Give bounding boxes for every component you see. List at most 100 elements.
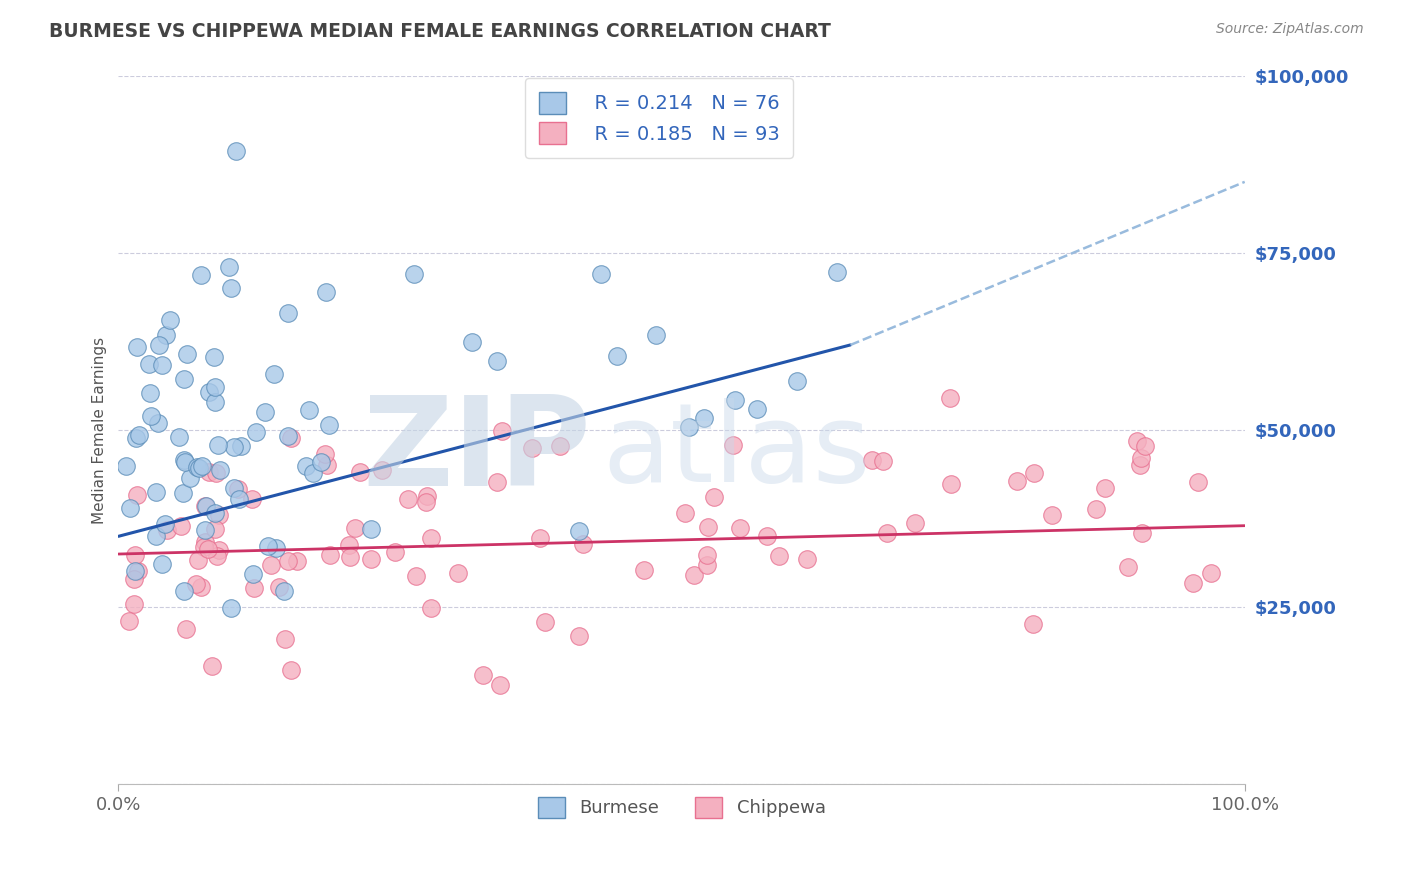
Point bbox=[207, 549, 229, 563]
Point bbox=[1007, 474, 1029, 488]
Point bbox=[173, 455, 195, 469]
Point bbox=[204, 506, 226, 520]
Point bbox=[273, 584, 295, 599]
Point bbox=[128, 427, 150, 442]
Point bbox=[415, 489, 437, 503]
Point bbox=[243, 581, 266, 595]
Point bbox=[606, 350, 628, 364]
Point bbox=[253, 405, 276, 419]
Point bbox=[491, 424, 513, 438]
Point bbox=[148, 338, 170, 352]
Point bbox=[228, 492, 250, 507]
Point bbox=[139, 409, 162, 424]
Point bbox=[1135, 439, 1157, 453]
Point bbox=[174, 622, 197, 636]
Y-axis label: Median Female Earnings: Median Female Earnings bbox=[93, 336, 107, 524]
Point bbox=[703, 491, 725, 505]
Point bbox=[1116, 560, 1139, 574]
Point bbox=[208, 508, 231, 522]
Point bbox=[460, 334, 482, 349]
Point bbox=[194, 523, 217, 537]
Point bbox=[825, 264, 848, 278]
Point bbox=[318, 548, 340, 562]
Point bbox=[723, 393, 745, 408]
Point bbox=[190, 580, 212, 594]
Point bbox=[263, 368, 285, 382]
Point bbox=[204, 395, 226, 409]
Point bbox=[226, 483, 249, 497]
Point bbox=[589, 267, 612, 281]
Point bbox=[1085, 502, 1108, 516]
Point bbox=[534, 615, 557, 629]
Point bbox=[489, 678, 512, 692]
Point bbox=[903, 516, 925, 531]
Point bbox=[176, 347, 198, 361]
Point bbox=[1187, 475, 1209, 490]
Text: Source: ZipAtlas.com: Source: ZipAtlas.com bbox=[1216, 22, 1364, 37]
Point bbox=[384, 545, 406, 559]
Point bbox=[122, 572, 145, 586]
Point bbox=[184, 576, 207, 591]
Point bbox=[124, 549, 146, 563]
Point bbox=[150, 358, 173, 372]
Point bbox=[219, 601, 242, 615]
Point bbox=[242, 567, 264, 582]
Point bbox=[222, 441, 245, 455]
Point bbox=[696, 548, 718, 562]
Point bbox=[193, 500, 215, 514]
Point bbox=[218, 260, 240, 274]
Point bbox=[153, 517, 176, 532]
Point bbox=[1126, 434, 1149, 448]
Point bbox=[673, 506, 696, 520]
Point bbox=[207, 438, 229, 452]
Point bbox=[197, 465, 219, 479]
Point bbox=[280, 663, 302, 677]
Point bbox=[219, 281, 242, 295]
Point bbox=[568, 524, 591, 538]
Point bbox=[201, 658, 224, 673]
Point bbox=[260, 558, 283, 572]
Point bbox=[124, 597, 146, 611]
Point bbox=[195, 499, 218, 513]
Text: atlas: atlas bbox=[603, 398, 872, 505]
Point bbox=[127, 341, 149, 355]
Point bbox=[191, 459, 214, 474]
Point bbox=[1094, 481, 1116, 495]
Point bbox=[568, 629, 591, 643]
Point bbox=[172, 486, 194, 500]
Point bbox=[145, 528, 167, 542]
Point bbox=[315, 285, 337, 300]
Point bbox=[1199, 566, 1222, 580]
Point bbox=[150, 557, 173, 571]
Point bbox=[118, 614, 141, 628]
Point bbox=[173, 372, 195, 386]
Point bbox=[485, 475, 508, 489]
Point bbox=[314, 447, 336, 461]
Point bbox=[202, 350, 225, 364]
Point bbox=[309, 455, 332, 469]
Point bbox=[231, 439, 253, 453]
Point bbox=[696, 558, 718, 573]
Point bbox=[198, 384, 221, 399]
Point bbox=[208, 543, 231, 558]
Point bbox=[118, 501, 141, 516]
Point bbox=[256, 539, 278, 553]
Point bbox=[138, 357, 160, 371]
Point bbox=[276, 554, 298, 568]
Point bbox=[745, 401, 768, 416]
Point bbox=[697, 520, 720, 534]
Point bbox=[302, 466, 325, 480]
Point bbox=[155, 328, 177, 343]
Point bbox=[179, 471, 201, 485]
Point bbox=[522, 441, 544, 455]
Point bbox=[187, 461, 209, 475]
Point bbox=[349, 466, 371, 480]
Point bbox=[548, 440, 571, 454]
Point bbox=[204, 379, 226, 393]
Point bbox=[225, 145, 247, 159]
Point bbox=[204, 522, 226, 536]
Text: ZIP: ZIP bbox=[363, 391, 592, 512]
Text: BURMESE VS CHIPPEWA MEDIAN FEMALE EARNINGS CORRELATION CHART: BURMESE VS CHIPPEWA MEDIAN FEMALE EARNIN… bbox=[49, 22, 831, 41]
Point bbox=[124, 431, 146, 445]
Point bbox=[755, 529, 778, 543]
